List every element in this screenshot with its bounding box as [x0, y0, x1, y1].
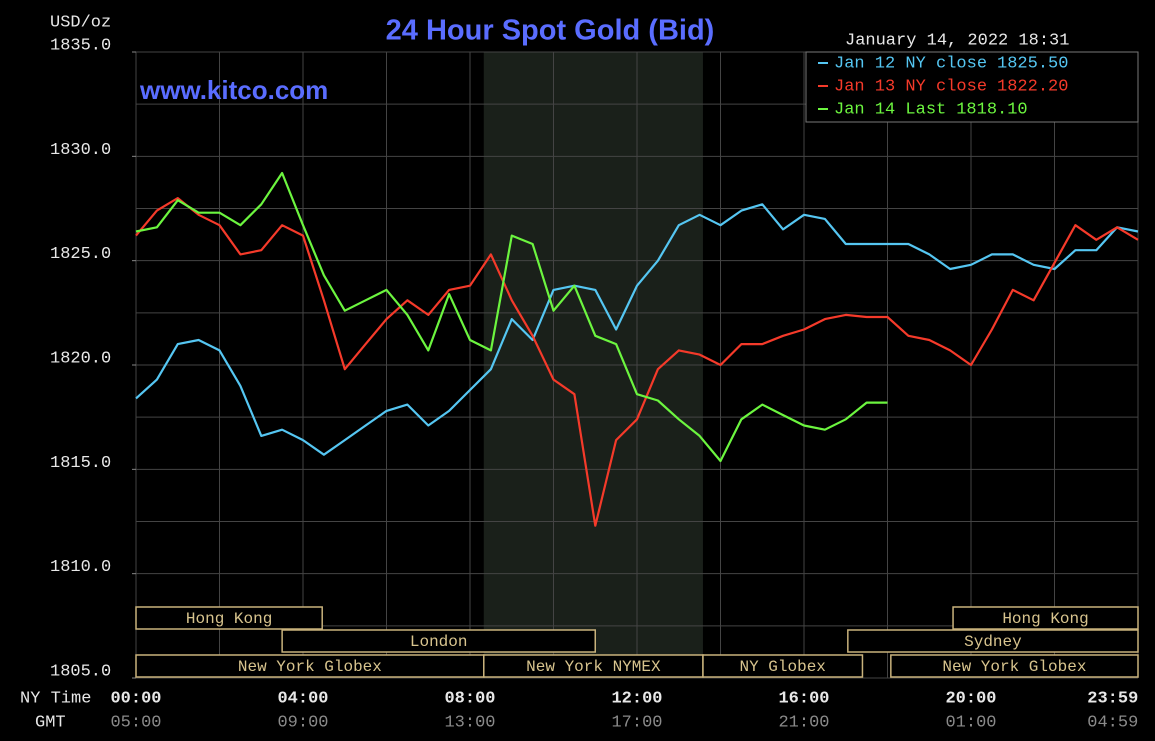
session-box [702, 654, 864, 678]
x-tick-label: 20:00 [945, 689, 996, 708]
price-line [135, 171, 888, 463]
session-box [135, 606, 323, 630]
session-label: New York Globex [238, 658, 382, 676]
legend-box [805, 51, 1139, 123]
y-tick-label: 1820.0 [50, 349, 111, 368]
session-label: Sydney [964, 633, 1022, 651]
x2-tick-label: 01:00 [945, 713, 996, 732]
x2-axis-label: GMT [35, 713, 66, 732]
session-box [890, 654, 1139, 678]
y-tick-label: 1825.0 [50, 245, 111, 264]
session-box [281, 629, 596, 653]
x2-tick-label: 04:59 [1087, 713, 1138, 732]
x-tick-label: 04:00 [277, 689, 328, 708]
x-axis-label: NY Time [20, 689, 91, 708]
y-tick-label: 1815.0 [50, 454, 111, 473]
legend-label: Jan 13 NY close [834, 77, 987, 96]
session-label: London [410, 633, 468, 651]
x-tick-label: 16:00 [778, 689, 829, 708]
session-label: New York NYMEX [526, 658, 661, 676]
y-tick-label: 1810.0 [50, 558, 111, 577]
y-axis-label: USD/oz [50, 13, 111, 32]
session-label: New York Globex [942, 658, 1086, 676]
y-tick-label: 1805.0 [50, 662, 111, 681]
timestamp: January 14, 2022 18:31 [845, 31, 1069, 50]
session-label: NY Globex [739, 658, 825, 676]
watermark: www.kitco.com [139, 75, 328, 105]
legend-label: Jan 12 NY close [834, 54, 987, 73]
x2-tick-label: 21:00 [778, 713, 829, 732]
price-line [135, 203, 1139, 456]
session-box [952, 606, 1139, 630]
legend-value: 1822.20 [997, 77, 1068, 96]
x2-tick-label: 05:00 [110, 713, 161, 732]
x-tick-label: 12:00 [611, 689, 662, 708]
x2-tick-label: 17:00 [611, 713, 662, 732]
session-label: Hong Kong [1002, 610, 1088, 628]
legend-value: 1825.50 [997, 54, 1068, 73]
x-tick-label: 23:59 [1087, 689, 1138, 708]
plot-area [135, 51, 1139, 679]
x-tick-label: 08:00 [444, 689, 495, 708]
session-label: Hong Kong [186, 610, 272, 628]
y-tick-label: 1835.0 [50, 36, 111, 55]
session-box [847, 629, 1139, 653]
legend-label: Jan 14 Last [834, 100, 946, 119]
x2-tick-label: 09:00 [277, 713, 328, 732]
price-line [135, 197, 1139, 527]
legend-value: 1818.10 [956, 100, 1027, 119]
y-tick-label: 1830.0 [50, 141, 111, 160]
x2-tick-label: 13:00 [444, 713, 495, 732]
chart-title: 24 Hour Spot Gold (Bid) [386, 15, 715, 47]
x-tick-label: 00:00 [110, 689, 161, 708]
